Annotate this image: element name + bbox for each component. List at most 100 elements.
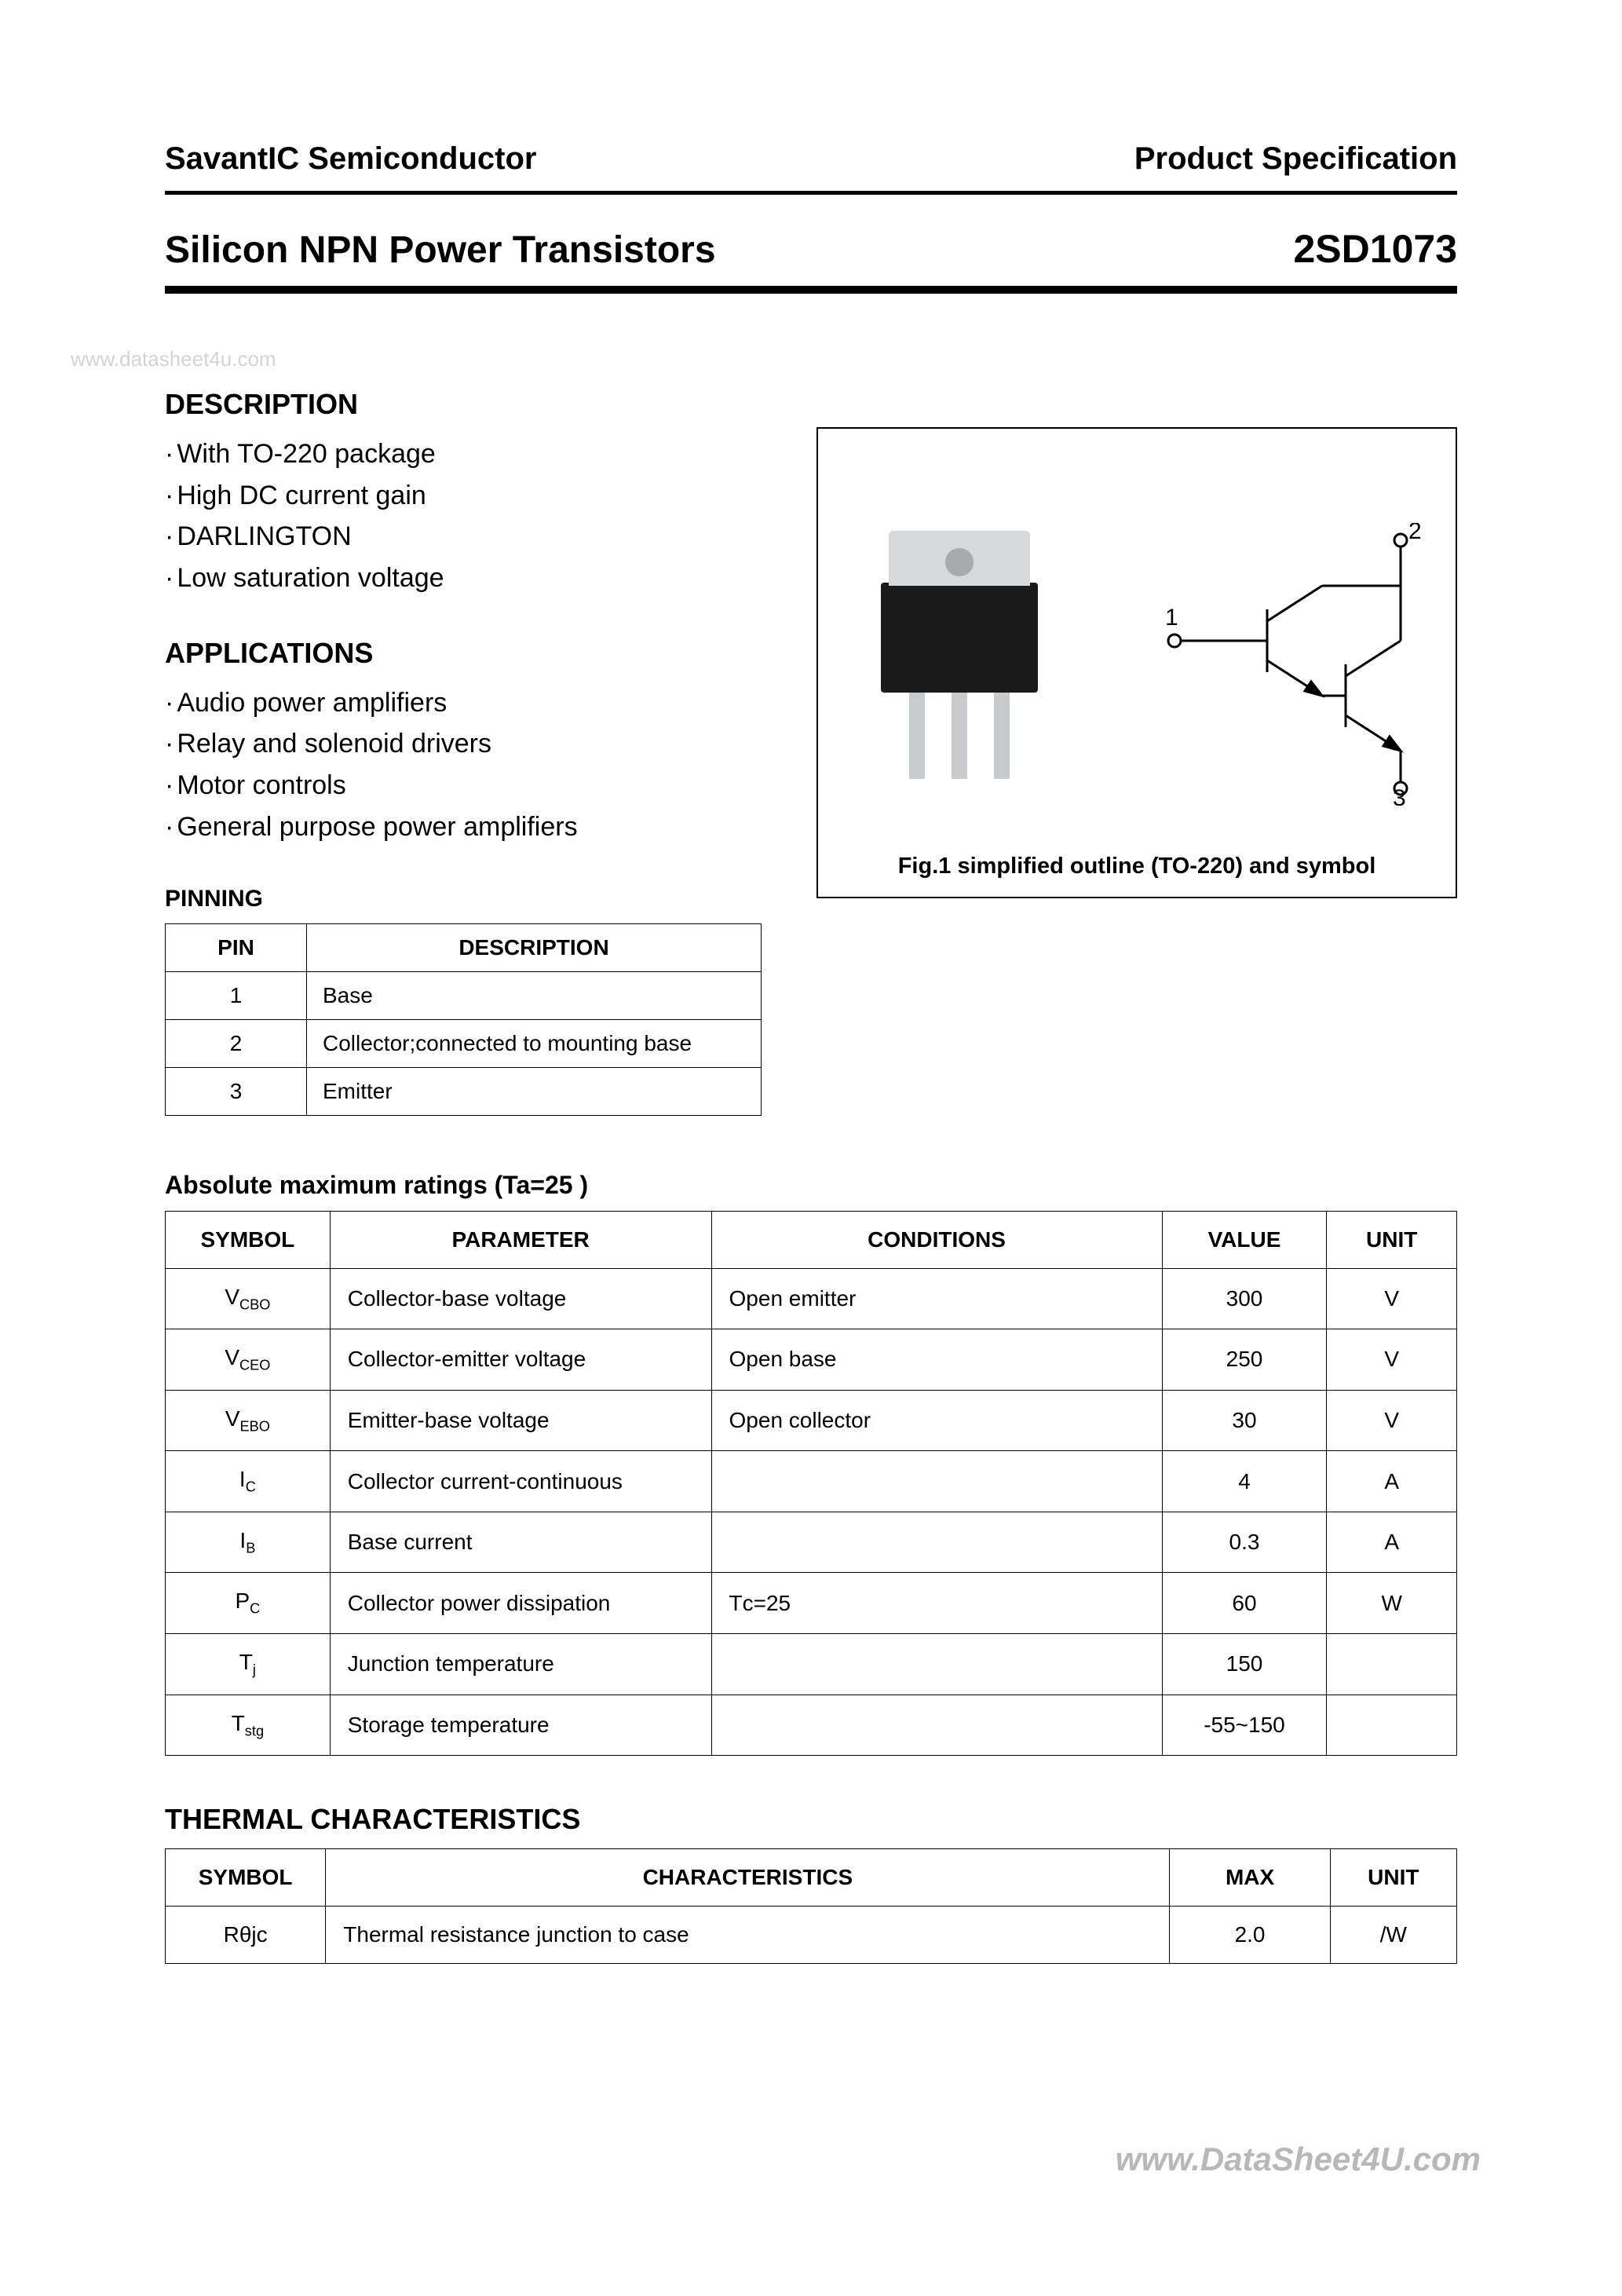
abs-value: 30: [1162, 1390, 1327, 1451]
abs-symbol: VCEO: [166, 1329, 331, 1391]
pin-number: 2: [166, 1019, 307, 1067]
abs-parameter: Collector-emitter voltage: [330, 1329, 711, 1391]
therm-col-char: CHARACTERISTICS: [326, 1849, 1170, 1907]
pin-number: 3: [166, 1067, 307, 1115]
pin-number: 1: [166, 971, 307, 1019]
therm-unit: /W: [1330, 1907, 1456, 1964]
abs-conditions: Tᴄ=25: [711, 1573, 1162, 1634]
pin-label-collector: 2: [1408, 523, 1422, 544]
figure-box: 1 2 3 Fig.1 simplified outline (TO-220) …: [816, 427, 1457, 898]
abs-parameter: Collector current-continuous: [330, 1451, 711, 1512]
abs-max-row: TstgStorage temperature -55~150: [166, 1695, 1457, 1756]
abs-value: 250: [1162, 1329, 1327, 1391]
header-rule: [165, 191, 1457, 195]
pin-label-base: 1: [1165, 605, 1178, 631]
thermal-row: RθjcThermal resistance junction to case2…: [166, 1907, 1457, 1964]
abs-unit: W: [1327, 1573, 1457, 1634]
description-list: With TO-220 package High DC current gain…: [165, 433, 762, 599]
abs-parameter: Emitter-base voltage: [330, 1390, 711, 1451]
page-header: SavantIC Semiconductor Product Specifica…: [165, 141, 1457, 177]
abs-max-table: SYMBOL PARAMETER CONDITIONS VALUE UNIT V…: [165, 1211, 1457, 1757]
abs-value: 0.3: [1162, 1512, 1327, 1573]
abs-max-row: PCCollector power dissipationTᴄ=2560W: [166, 1573, 1457, 1634]
therm-symbol: Rθjc: [166, 1907, 326, 1964]
applications-list: Audio power amplifiers Relay and solenoi…: [165, 682, 762, 848]
doc-type: Product Specification: [1134, 141, 1457, 177]
abs-value: 300: [1162, 1268, 1327, 1329]
description-item: DARLINGTON: [165, 516, 762, 558]
pin-label-emitter: 3: [1393, 785, 1406, 806]
therm-col-max: MAX: [1170, 1849, 1330, 1907]
applications-item: Motor controls: [165, 765, 762, 806]
thermal-heading: THERMAL CHARACTERISTICS: [165, 1803, 1457, 1836]
abs-max-row: VEBOEmitter-base voltageOpen collector30…: [166, 1390, 1457, 1451]
abs-symbol: IC: [166, 1451, 331, 1512]
abs-value: 150: [1162, 1634, 1327, 1695]
abs-max-row: VCBOCollector-base voltageOpen emitter30…: [166, 1268, 1457, 1329]
abs-col-value: VALUE: [1162, 1211, 1327, 1268]
abs-parameter: Junction temperature: [330, 1634, 711, 1695]
abs-symbol: VCBO: [166, 1268, 331, 1329]
pin-desc: Emitter: [307, 1067, 762, 1115]
title-row: Silicon NPN Power Transistors 2SD1073: [165, 226, 1457, 272]
abs-max-row: IBBase current 0.3A: [166, 1512, 1457, 1573]
pinning-col-pin: PIN: [166, 923, 307, 971]
abs-symbol: IB: [166, 1512, 331, 1573]
abs-conditions: [711, 1451, 1162, 1512]
abs-unit: [1327, 1695, 1457, 1756]
pinning-heading: PINNING: [165, 886, 762, 912]
abs-unit: V: [1327, 1268, 1457, 1329]
applications-item: Relay and solenoid drivers: [165, 723, 762, 765]
footer-source-link: www.DataSheet4U.com: [1116, 2141, 1481, 2178]
abs-parameter: Storage temperature: [330, 1695, 711, 1756]
abs-max-row: ICCollector current-continuous 4A: [166, 1451, 1457, 1512]
abs-conditions: Open base: [711, 1329, 1162, 1391]
pin-desc: Collector;connected to mounting base: [307, 1019, 762, 1067]
title-rule: [165, 286, 1457, 294]
applications-item: Audio power amplifiers: [165, 682, 762, 724]
abs-symbol: Tj: [166, 1634, 331, 1695]
abs-symbol: Tstg: [166, 1695, 331, 1756]
product-title: Silicon NPN Power Transistors: [165, 229, 716, 272]
abs-symbol: VEBO: [166, 1390, 331, 1451]
abs-unit: A: [1327, 1512, 1457, 1573]
abs-conditions: [711, 1512, 1162, 1573]
package-outline-icon: [873, 531, 1046, 774]
abs-unit: A: [1327, 1451, 1457, 1512]
abs-conditions: [711, 1634, 1162, 1695]
applications-item: General purpose power amplifiers: [165, 806, 762, 848]
therm-max: 2.0: [1170, 1907, 1330, 1964]
applications-heading: APPLICATIONS: [165, 637, 762, 670]
abs-conditions: Open collector: [711, 1390, 1162, 1451]
abs-max-row: VCEOCollector-emitter voltageOpen base25…: [166, 1329, 1457, 1391]
pinning-table: PIN DESCRIPTION 1 Base 2 Collector;conne…: [165, 923, 762, 1116]
abs-max-row: TjJunction temperature 150: [166, 1634, 1457, 1695]
therm-col-symbol: SYMBOL: [166, 1849, 326, 1907]
abs-max-heading: Absolute maximum ratings (Ta=25 ): [165, 1171, 1457, 1200]
abs-col-conditions: CONDITIONS: [711, 1211, 1162, 1268]
description-item: Low saturation voltage: [165, 558, 762, 599]
description-item: High DC current gain: [165, 475, 762, 517]
abs-parameter: Base current: [330, 1512, 711, 1573]
therm-characteristic: Thermal resistance junction to case: [326, 1907, 1170, 1964]
transistor-symbol-icon: 1 2 3: [1165, 523, 1424, 806]
abs-parameter: Collector power dissipation: [330, 1573, 711, 1634]
abs-conditions: [711, 1695, 1162, 1756]
description-heading: DESCRIPTION: [165, 388, 762, 421]
figure-caption: Fig.1 simplified outline (TO-220) and sy…: [818, 854, 1456, 879]
therm-col-unit: UNIT: [1330, 1849, 1456, 1907]
abs-conditions: Open emitter: [711, 1268, 1162, 1329]
abs-value: 60: [1162, 1573, 1327, 1634]
part-number: 2SD1073: [1294, 226, 1458, 272]
description-item: With TO-220 package: [165, 433, 762, 475]
pin-desc: Base: [307, 971, 762, 1019]
abs-col-unit: UNIT: [1327, 1211, 1457, 1268]
abs-unit: [1327, 1634, 1457, 1695]
abs-value: -55~150: [1162, 1695, 1327, 1756]
company-name: SavantIC Semiconductor: [165, 141, 536, 177]
pinning-row: 3 Emitter: [166, 1067, 762, 1115]
abs-unit: V: [1327, 1390, 1457, 1451]
thermal-table: SYMBOL CHARACTERISTICS MAX UNIT RθjcTher…: [165, 1848, 1457, 1964]
pinning-row: 1 Base: [166, 971, 762, 1019]
abs-value: 4: [1162, 1451, 1327, 1512]
